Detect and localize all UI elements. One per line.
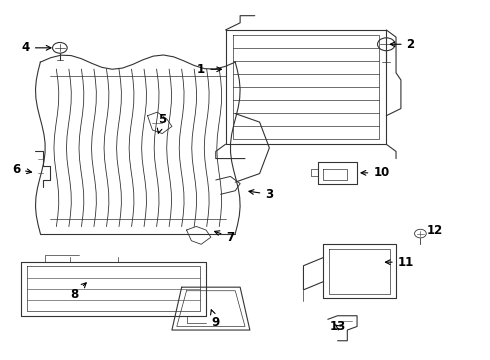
Text: 13: 13 [329, 320, 346, 333]
Text: 12: 12 [427, 224, 443, 237]
Text: 1: 1 [197, 63, 221, 76]
Text: 8: 8 [71, 283, 86, 301]
Text: 3: 3 [249, 188, 273, 201]
Text: 7: 7 [215, 231, 234, 244]
Text: 4: 4 [22, 41, 51, 54]
Text: 2: 2 [391, 38, 415, 51]
Text: 5: 5 [157, 113, 166, 133]
Text: 11: 11 [386, 256, 414, 269]
Text: 6: 6 [12, 163, 31, 176]
Text: 10: 10 [361, 166, 390, 179]
Text: 9: 9 [211, 310, 220, 329]
